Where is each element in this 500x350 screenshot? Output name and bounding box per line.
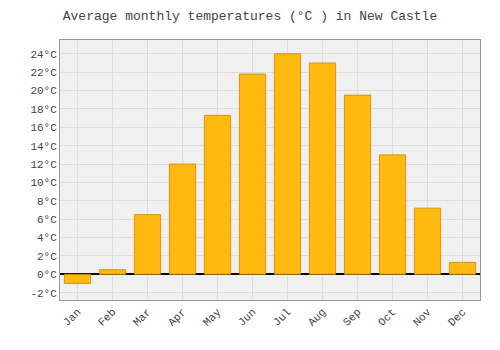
svg-text:22°C: 22°C [30, 67, 57, 79]
svg-text:Jun: Jun [236, 306, 258, 328]
svg-text:Sep: Sep [341, 306, 363, 328]
svg-text:6°C: 6°C [37, 214, 57, 226]
svg-text:12°C: 12°C [30, 159, 57, 171]
svg-text:Nov: Nov [411, 306, 434, 329]
svg-text:0°C: 0°C [37, 269, 57, 281]
svg-text:14°C: 14°C [30, 141, 57, 153]
svg-text:Aug: Aug [306, 306, 328, 328]
svg-text:2°C: 2°C [37, 251, 57, 263]
svg-text:Oct: Oct [376, 306, 398, 328]
svg-text:Jan: Jan [61, 306, 83, 328]
svg-text:4°C: 4°C [37, 232, 57, 244]
svg-text:20°C: 20°C [30, 85, 57, 97]
svg-text:May: May [201, 306, 224, 329]
svg-text:Average monthly temperatures (: Average monthly temperatures (°C ) in Ne… [63, 9, 437, 24]
svg-text:Mar: Mar [131, 306, 153, 328]
svg-text:Jul: Jul [271, 306, 293, 328]
svg-text:10°C: 10°C [30, 177, 57, 189]
svg-text:24°C: 24°C [30, 49, 57, 61]
svg-text:-2°C: -2°C [30, 288, 57, 300]
svg-text:Apr: Apr [166, 306, 188, 328]
svg-text:Dec: Dec [446, 306, 468, 328]
svg-text:16°C: 16°C [30, 122, 57, 134]
svg-text:Feb: Feb [96, 306, 118, 328]
svg-text:8°C: 8°C [37, 196, 57, 208]
svg-text:18°C: 18°C [30, 104, 57, 116]
